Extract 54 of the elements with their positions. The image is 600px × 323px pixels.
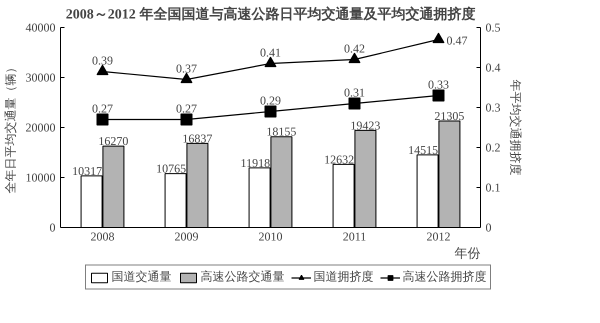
- point: [348, 98, 360, 110]
- data-label: 0.31: [344, 86, 365, 100]
- y2-tick-label: 0.1: [486, 180, 500, 194]
- data-label: 10317: [72, 164, 102, 178]
- y-tick-label: 30000: [26, 70, 56, 84]
- y2-tick-label: 0.2: [486, 140, 500, 154]
- data-label: 21305: [434, 108, 464, 123]
- point: [348, 52, 360, 64]
- legend-label: 高速公路拥挤度: [402, 268, 486, 286]
- point: [264, 56, 276, 68]
- x-tick-label: 2009: [174, 230, 198, 244]
- point: [96, 114, 108, 126]
- x-tick-label: 2011: [342, 230, 366, 244]
- point: [432, 32, 444, 44]
- y-tick-label: 20000: [26, 120, 56, 134]
- y-tick-label: 10000: [26, 170, 56, 184]
- data-label: 0.27: [176, 102, 197, 116]
- data-label: 0.33: [428, 78, 449, 92]
- point: [96, 64, 108, 76]
- data-label: 11918: [240, 156, 270, 170]
- y2-tick-label: 0: [486, 220, 492, 234]
- legend-label: 国道拥挤度: [314, 268, 374, 286]
- data-label: 0.42: [344, 42, 365, 56]
- y-tick-label: 0: [50, 220, 56, 234]
- data-label: 0.47: [446, 34, 468, 48]
- data-label: 12632: [324, 152, 354, 166]
- y2-tick-label: 0.4: [486, 60, 500, 74]
- data-label: 18155: [266, 124, 296, 139]
- data-label: 0.27: [92, 102, 113, 116]
- data-label: 16270: [98, 134, 128, 148]
- y2-tick-label: 0.3: [486, 100, 500, 114]
- data-label: 0.37: [176, 62, 197, 76]
- y2-axis-title: 年平均交通拥挤度: [508, 80, 522, 176]
- legend-label: 高速公路交通量: [200, 268, 284, 286]
- data-label: 10765: [156, 162, 186, 176]
- data-label: 14515: [408, 142, 438, 157]
- data-label: 19423: [350, 118, 380, 132]
- y2-tick-label: 0.5: [486, 20, 500, 34]
- data-label: 0.39: [92, 54, 113, 68]
- y-axis-title: 全年日平均交通量（辆）: [4, 62, 18, 194]
- data-label: 0.29: [260, 94, 281, 108]
- data-label: 0.41: [260, 46, 281, 60]
- point: [264, 106, 276, 118]
- data-label: 16837: [182, 131, 212, 146]
- x-axis-title: 年份: [454, 246, 480, 260]
- point: [432, 90, 444, 102]
- point: [180, 114, 192, 126]
- legend-label: 国道交通量: [112, 268, 172, 286]
- x-tick-label: 2012: [426, 230, 450, 244]
- y-tick-label: 40000: [26, 20, 56, 34]
- x-tick-label: 2010: [258, 230, 282, 244]
- point: [180, 72, 192, 84]
- x-tick-label: 2008: [90, 230, 114, 244]
- chart-title: 2008～2012 年全国国道与高速公路日平均交通量及平均交通拥挤度: [66, 6, 476, 22]
